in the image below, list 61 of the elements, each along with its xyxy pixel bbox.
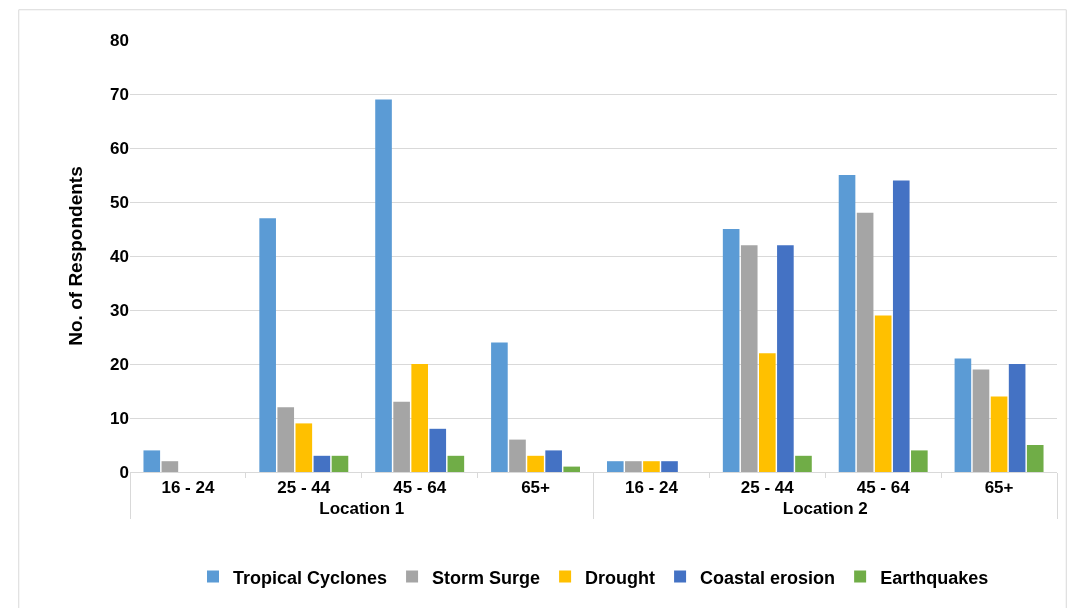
bar (990, 396, 1008, 472)
legend-label: Tropical Cyclones (233, 567, 388, 588)
bar (1008, 364, 1026, 472)
y-tick-label: 0 (119, 462, 129, 482)
bar (795, 455, 812, 472)
legend-label: Drought (585, 567, 656, 588)
x-tick-label: 16 - 24 (161, 478, 215, 498)
bar (722, 229, 740, 472)
bar (661, 461, 678, 472)
bar (313, 455, 331, 472)
bar (856, 212, 874, 472)
bar (429, 428, 447, 472)
bar (393, 401, 410, 472)
y-tick-label: 70 (110, 84, 129, 104)
y-axis-title: No. of Respondents (65, 166, 86, 346)
bar (277, 407, 295, 472)
bar (643, 461, 660, 472)
bar (509, 439, 526, 472)
bar (161, 461, 179, 472)
bar (143, 450, 161, 472)
bar (563, 466, 581, 472)
bar (331, 455, 349, 472)
bar (295, 423, 313, 472)
y-tick-label: 20 (110, 354, 129, 374)
bar (1026, 445, 1044, 472)
y-tick-label: 50 (110, 192, 129, 212)
bar (892, 180, 910, 472)
bar (874, 315, 892, 472)
legend-label: Coastal erosion (700, 567, 836, 588)
y-tick-label: 40 (110, 246, 129, 266)
x-tick-label: 45 - 64 (393, 478, 447, 498)
bar (606, 461, 624, 472)
x-tick-label: 65+ (521, 478, 551, 498)
bar (972, 369, 990, 472)
bar (911, 450, 928, 472)
bar (375, 99, 392, 472)
text: Location 1 (319, 499, 405, 519)
bar (411, 364, 428, 472)
legend-label: Earthquakes (880, 567, 989, 588)
bar (954, 358, 972, 472)
bar (777, 245, 794, 472)
x-tick-label: 16 - 24 (624, 478, 679, 498)
y-tick-label: 10 (110, 408, 129, 428)
bar (838, 175, 856, 472)
bar (259, 218, 276, 472)
x-tick-label: 45 - 64 (856, 478, 911, 498)
bar (759, 353, 776, 472)
y-tick-label: 80 (110, 30, 129, 50)
x-tick-label: 25 - 44 (740, 478, 795, 498)
y-tick-label: 30 (110, 300, 129, 320)
bar (491, 342, 508, 472)
y-tick-label: 60 (110, 138, 129, 158)
x-tick-label: 25 - 44 (277, 478, 331, 498)
bar (527, 455, 544, 472)
bar (625, 461, 642, 472)
bar (740, 245, 758, 472)
bar (447, 455, 465, 472)
x-tick-label: 65+ (984, 478, 1014, 498)
bar (545, 450, 562, 472)
text: Location 2 (782, 499, 868, 519)
legend-label: Storm Surge (432, 567, 541, 588)
